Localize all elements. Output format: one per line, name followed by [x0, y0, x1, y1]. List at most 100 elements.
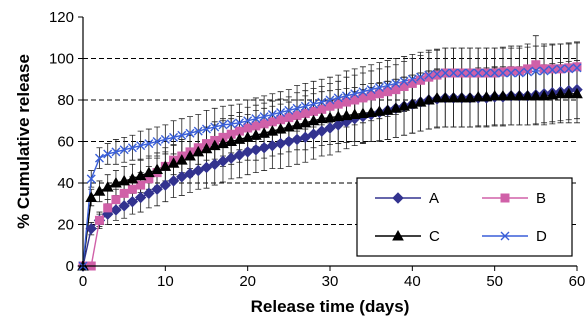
point-d-40	[407, 74, 417, 84]
point-d-41	[416, 72, 426, 82]
point-a-17	[217, 155, 229, 167]
point-c-37	[381, 104, 394, 115]
point-c-34	[357, 107, 369, 118]
point-c-3	[101, 181, 114, 192]
point-d-3	[103, 149, 113, 159]
point-d-46	[457, 68, 467, 78]
point-c-22	[258, 127, 270, 138]
point-d-11	[169, 132, 179, 142]
point-a-14	[192, 164, 204, 177]
point-b-26	[292, 111, 302, 121]
point-b-59	[564, 63, 574, 73]
point-d-59	[564, 64, 574, 74]
point-d-5	[119, 145, 129, 155]
point-c-20	[241, 131, 254, 142]
x-tick-label-20: 20	[239, 273, 256, 290]
point-a-8	[143, 187, 155, 200]
point-c-25	[282, 120, 295, 132]
point-c-42	[422, 93, 435, 105]
point-a-13	[184, 167, 196, 180]
point-c-31	[332, 110, 345, 122]
point-c-41	[414, 96, 427, 107]
point-c-8	[143, 166, 155, 178]
y-tick-label-20: 20	[57, 217, 74, 234]
point-a-1	[85, 222, 97, 235]
point-d-19	[234, 118, 244, 128]
point-a-25	[283, 135, 295, 148]
point-a-11	[167, 175, 180, 187]
point-b-27	[300, 108, 310, 118]
point-d-24	[276, 107, 286, 117]
point-a-27	[299, 131, 312, 144]
point-d-55	[531, 66, 541, 76]
point-d-36	[374, 83, 384, 93]
point-c-23	[266, 125, 279, 136]
point-d-4	[111, 147, 121, 157]
point-d-58	[556, 64, 566, 74]
point-c-60	[571, 87, 583, 99]
point-c-45	[447, 91, 460, 103]
point-c-29	[315, 112, 328, 124]
point-d-53	[514, 68, 524, 78]
point-c-58	[554, 87, 567, 99]
point-d-60	[572, 63, 582, 73]
point-b-24	[276, 115, 286, 125]
point-c-49	[480, 90, 493, 102]
point-b-57	[547, 64, 557, 74]
point-c-6	[126, 172, 139, 184]
point-d-42	[424, 70, 434, 80]
point-a-16	[209, 158, 221, 171]
point-a-30	[324, 122, 336, 134]
point-d-47	[465, 68, 475, 78]
legend-box	[356, 177, 573, 257]
point-d-51	[498, 68, 508, 78]
legend-label-d: D	[536, 228, 547, 245]
point-c-59	[562, 87, 575, 99]
point-b-6	[127, 184, 137, 194]
y-tick-label-60: 60	[57, 134, 74, 151]
legend-label-c: C	[429, 228, 440, 245]
point-d-50	[490, 68, 500, 78]
point-d-33	[350, 89, 360, 99]
x-tick-label-60: 60	[569, 273, 586, 290]
legend-marker-c	[392, 229, 404, 241]
point-a-7	[134, 191, 147, 204]
point-b-20	[243, 123, 253, 133]
point-b-51	[498, 67, 508, 77]
point-a-15	[200, 161, 213, 174]
point-b-7	[136, 180, 146, 190]
point-a-23	[266, 139, 279, 152]
point-d-54	[523, 67, 533, 77]
point-d-6	[127, 143, 137, 153]
legend-label-b: B	[536, 190, 546, 207]
point-d-45	[449, 68, 458, 78]
point-c-38	[390, 102, 402, 113]
point-b-21	[251, 121, 261, 131]
point-d-12	[177, 130, 187, 140]
legend-marker-a	[392, 192, 404, 204]
y-tick-label-80: 80	[57, 92, 74, 109]
point-d-34	[358, 87, 368, 97]
point-a-5	[118, 200, 130, 212]
point-c-55	[529, 89, 542, 101]
x-tick-label-10: 10	[157, 273, 174, 290]
point-c-50	[488, 89, 501, 101]
y-tick-label-0: 0	[66, 258, 74, 275]
x-tick-label-50: 50	[486, 273, 503, 290]
point-c-21	[250, 129, 262, 140]
point-a-12	[176, 171, 188, 183]
x-axis-title: Release time (days)	[251, 297, 410, 316]
point-d-43	[432, 69, 442, 79]
point-d-28	[309, 99, 319, 109]
point-c-43	[431, 91, 443, 103]
point-c-56	[538, 89, 550, 101]
point-c-9	[151, 163, 163, 175]
point-a-24	[274, 137, 287, 150]
point-a-9	[151, 183, 163, 195]
point-a-31	[332, 119, 344, 131]
point-d-2	[94, 153, 104, 163]
point-c-30	[324, 111, 336, 123]
point-b-25	[284, 113, 294, 123]
point-d-16	[210, 122, 220, 132]
